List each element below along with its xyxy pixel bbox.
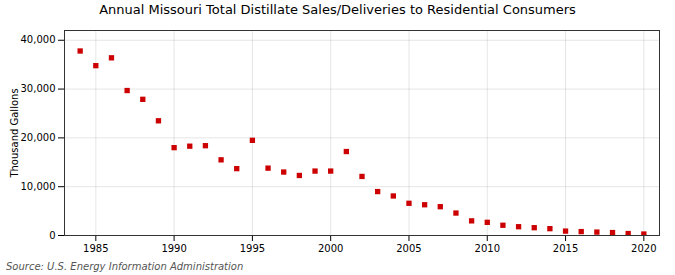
svg-text:2000: 2000 xyxy=(318,243,343,254)
html-text:Annual Missouri Total Distilla: Annual Missouri Total Distillate Sales/D… xyxy=(99,2,576,17)
svg-text:1990: 1990 xyxy=(161,243,186,254)
svg-text:0: 0 xyxy=(49,230,55,241)
svg-text:2010: 2010 xyxy=(475,243,500,254)
svg-text:10,000: 10,000 xyxy=(21,181,56,192)
svg-text:2020: 2020 xyxy=(631,243,656,254)
svg-text:Thousand Gallons: Thousand Gallons xyxy=(9,88,20,178)
svg-text:2015: 2015 xyxy=(553,243,578,254)
svg-text:30,000: 30,000 xyxy=(21,83,56,94)
html-text:Source: U.S. Energy Informatio: Source: U.S. Energy Information Administ… xyxy=(6,261,244,272)
svg-text:2005: 2005 xyxy=(396,243,421,254)
svg-text:40,000: 40,000 xyxy=(21,34,56,45)
svg-text:20,000: 20,000 xyxy=(21,132,56,143)
svg-text:1995: 1995 xyxy=(240,243,265,254)
svg-text:1985: 1985 xyxy=(83,243,108,254)
